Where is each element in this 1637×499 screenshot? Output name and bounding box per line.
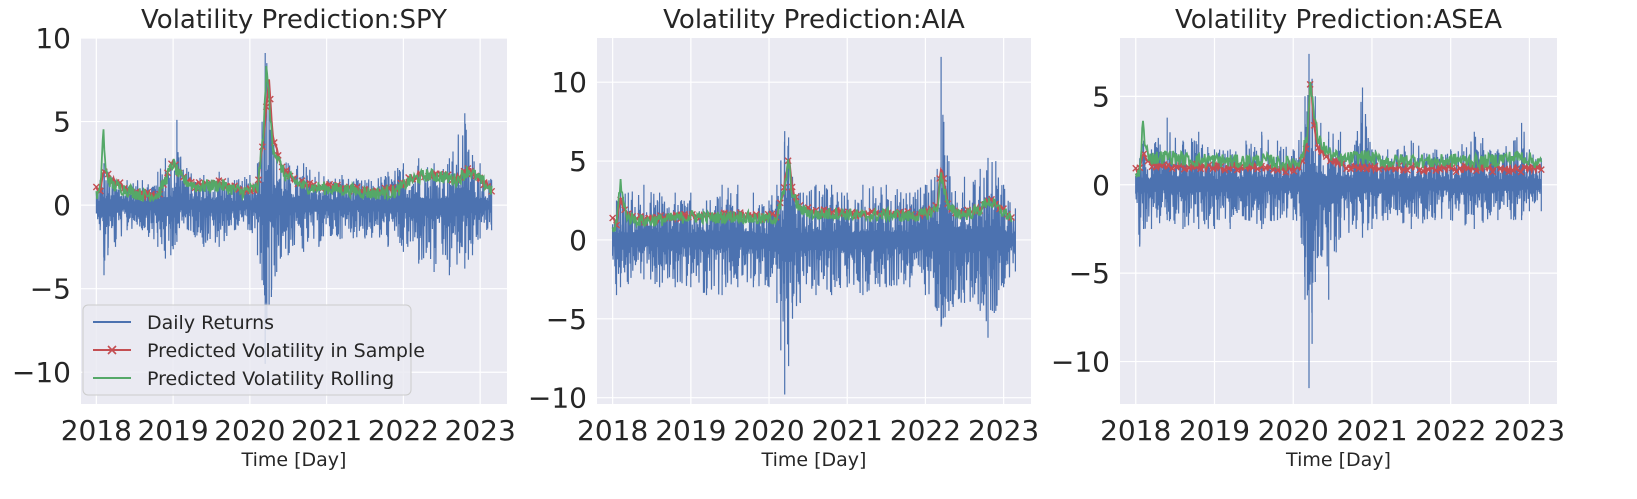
chart-panel-1: 2018 2019 2020 2021 2022 2023 −10 −5 0 5 10 Volatil… bbox=[12, 5, 516, 471]
chart-panel-2: 2018 2019 2020 2021 2022 2023 −10 −5 0 5 10 Volatil… bbox=[528, 5, 1039, 471]
legend-box bbox=[82, 304, 412, 396]
in-sample-marker bbox=[1225, 164, 1233, 172]
in-sample-marker bbox=[1440, 164, 1448, 171]
data-layer bbox=[92, 53, 496, 364]
in-sample-marker bbox=[1472, 167, 1480, 175]
x-tick-label: 2022 bbox=[368, 414, 439, 447]
legend-label: Predicted Volatility Rolling bbox=[147, 368, 394, 390]
x-tick-label: 2018 bbox=[577, 414, 648, 447]
x-tick-label: 2022 bbox=[890, 414, 961, 447]
in-sample-marker bbox=[1489, 168, 1497, 176]
y-tick-label: 0 bbox=[569, 224, 587, 257]
chart-title: Volatility Prediction:SPY bbox=[141, 5, 447, 35]
x-tick-label: 2021 bbox=[1336, 414, 1407, 447]
in-sample-marker bbox=[1347, 165, 1355, 173]
in-sample-marker bbox=[1456, 164, 1464, 172]
chart-title: Volatility Prediction:AIA bbox=[663, 5, 965, 35]
in-sample-marker bbox=[1351, 163, 1359, 171]
x-tick-label: 2023 bbox=[1494, 414, 1565, 447]
in-sample-marker bbox=[1444, 162, 1452, 170]
y-tick-label: 0 bbox=[1092, 169, 1110, 202]
x-tick-label: 2018 bbox=[61, 414, 132, 447]
in-sample-marker bbox=[1330, 157, 1338, 165]
y-tick-label: 5 bbox=[53, 106, 71, 139]
chart-title: Volatility Prediction:ASEA bbox=[1175, 5, 1502, 35]
x-tick-label: 2020 bbox=[733, 414, 804, 447]
x-tick-label: 2023 bbox=[968, 414, 1039, 447]
x-axis-label: Time [Day] bbox=[241, 449, 347, 471]
y-tick-label: 0 bbox=[53, 189, 71, 222]
y-tick-label: −10 bbox=[528, 382, 587, 415]
x-tick-label: 2021 bbox=[812, 414, 883, 447]
x-tick-label: 2022 bbox=[1415, 414, 1486, 447]
data-layer bbox=[1132, 53, 1545, 389]
in-sample-marker bbox=[1509, 166, 1517, 174]
legend: Daily Returns Predicted Volatility in Sam… bbox=[82, 304, 425, 396]
in-sample-marker bbox=[1420, 167, 1428, 175]
y-tick-label: 5 bbox=[1092, 80, 1110, 113]
in-sample-marker bbox=[1221, 166, 1229, 174]
in-sample-marker bbox=[1152, 163, 1160, 171]
y-tick-label: −5 bbox=[1069, 257, 1110, 290]
series-daily-returns bbox=[612, 56, 1016, 395]
series-predicted-volatility-rolling bbox=[1134, 81, 1543, 179]
in-sample-marker bbox=[1424, 165, 1432, 173]
x-axis-label: Time [Day] bbox=[761, 449, 867, 471]
legend-label: Daily Returns bbox=[147, 312, 274, 334]
legend-marker bbox=[107, 345, 117, 355]
in-sample-marker bbox=[1314, 144, 1322, 152]
in-sample-marker bbox=[1197, 165, 1205, 173]
in-sample-marker bbox=[1416, 166, 1424, 174]
in-sample-marker bbox=[1501, 165, 1509, 173]
x-tick-label: 2021 bbox=[291, 414, 362, 447]
in-sample-marker bbox=[1363, 165, 1371, 173]
in-sample-marker bbox=[1274, 166, 1282, 174]
in-sample-marker bbox=[1505, 168, 1513, 176]
y-tick-label: 10 bbox=[551, 66, 587, 99]
in-sample-marker bbox=[1432, 167, 1440, 174]
x-tick-label: 2019 bbox=[1179, 414, 1250, 447]
y-tick-label: −10 bbox=[12, 356, 71, 389]
y-tick-label: 10 bbox=[35, 22, 71, 55]
x-axis-label: Time [Day] bbox=[1285, 449, 1391, 471]
x-tick-label: 2019 bbox=[655, 414, 726, 447]
in-sample-marker bbox=[1168, 165, 1176, 173]
y-tick-label: −5 bbox=[30, 273, 71, 306]
y-tick-label: 5 bbox=[569, 145, 587, 178]
x-tick-label: 2023 bbox=[445, 414, 516, 447]
data-layer bbox=[609, 56, 1016, 395]
legend-label: Predicted Volatility in Sample bbox=[147, 340, 425, 362]
in-sample-marker bbox=[1180, 165, 1188, 173]
y-tick-label: −5 bbox=[546, 303, 587, 336]
x-tick-label: 2019 bbox=[137, 414, 208, 447]
in-sample-marker bbox=[1282, 168, 1290, 176]
in-sample-marker bbox=[1436, 165, 1444, 173]
series-predicted-volatility-rolling bbox=[611, 159, 1013, 233]
series-daily-returns bbox=[95, 53, 493, 364]
in-sample-marker bbox=[609, 214, 617, 222]
in-sample-marker bbox=[1537, 166, 1545, 174]
x-tick-label: 2020 bbox=[214, 414, 285, 447]
x-tick-label: 2020 bbox=[1258, 414, 1329, 447]
series-predicted-volatility-rolling bbox=[95, 65, 493, 203]
x-tick-label: 2018 bbox=[1100, 414, 1171, 447]
in-sample-marker bbox=[1371, 162, 1379, 170]
y-tick-label: −10 bbox=[1051, 346, 1110, 379]
in-sample-marker bbox=[1172, 163, 1180, 171]
chart-panel-3: 2018 2019 2020 2021 2022 2023 −10 −5 0 5 Volatilit… bbox=[1051, 5, 1565, 471]
